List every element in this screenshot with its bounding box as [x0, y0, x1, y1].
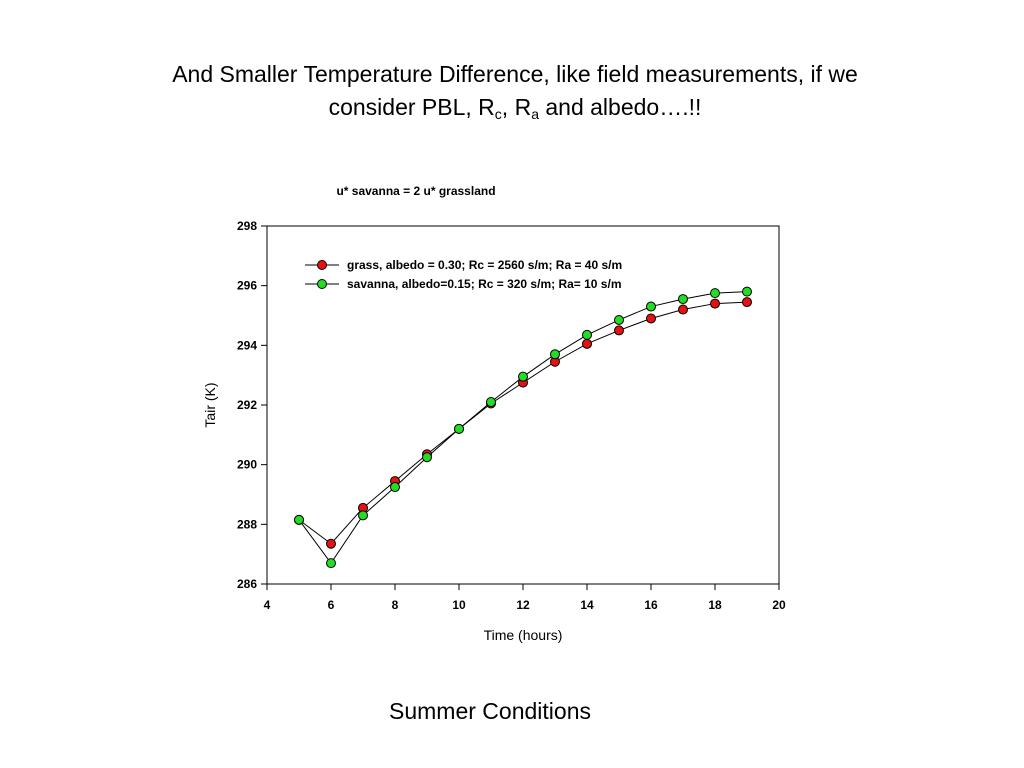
data-point-grass	[742, 297, 752, 308]
chart-title: u* savanna = 2 u* grassland	[336, 184, 495, 198]
data-point-savanna	[614, 314, 624, 325]
x-tick-label: 10	[452, 598, 466, 612]
x-tick-label: 8	[392, 598, 399, 612]
data-point-savanna	[326, 558, 336, 569]
data-point-grass	[614, 325, 624, 336]
x-tick-label: 18	[708, 598, 722, 612]
x-tick-label: 16	[644, 598, 658, 612]
y-tick-label: 296	[237, 279, 257, 293]
y-tick-label: 294	[237, 338, 257, 352]
subscript-a: a	[531, 106, 539, 122]
y-tick-label: 286	[237, 577, 257, 591]
y-axis: 286 288 290 292 294 296 298	[237, 219, 267, 591]
data-point-savanna	[486, 397, 496, 408]
data-point-savanna	[742, 286, 752, 297]
data-point-grass	[710, 298, 720, 309]
data-point-grass	[582, 338, 592, 349]
data-point-savanna	[710, 288, 720, 299]
data-point-savanna	[454, 423, 464, 434]
data-point-grass	[646, 313, 656, 324]
series-line-savanna	[298, 291, 748, 564]
slide-title-line2-pre: consider PBL, R	[328, 94, 495, 120]
legend-label: grass, albedo = 0.30; Rc = 2560 s/m; Ra …	[347, 258, 622, 272]
legend-label: savanna, albedo=0.15; Rc = 320 s/m; Ra= …	[347, 277, 621, 291]
data-point-savanna	[518, 371, 528, 382]
legend-marker	[317, 260, 327, 270]
subscript-c: c	[494, 106, 502, 122]
x-axis-label: Time (hours)	[484, 627, 563, 643]
data-point-savanna	[582, 329, 592, 340]
data-point-savanna	[390, 482, 400, 493]
x-tick-label: 14	[580, 598, 594, 612]
legend: grass, albedo = 0.30; Rc = 2560 s/m; Ra …	[305, 258, 622, 291]
y-tick-label: 288	[237, 517, 257, 531]
legend-marker	[317, 279, 327, 289]
slide-title: And Smaller Temperature Difference, like…	[60, 58, 970, 124]
data-point-grass	[326, 538, 336, 549]
slide-title-line2-mid: , R	[501, 94, 532, 120]
x-tick-label: 20	[772, 598, 786, 612]
y-tick-label: 298	[237, 219, 257, 233]
series-layer	[294, 286, 752, 569]
data-point-savanna	[358, 510, 368, 521]
x-tick-label: 6	[328, 598, 335, 612]
y-axis-label: Tair (K)	[202, 382, 218, 427]
y-tick-label: 290	[237, 458, 257, 472]
slide-title-line1: And Smaller Temperature Difference, like…	[172, 61, 858, 87]
footer-caption: Summer Conditions	[389, 698, 591, 724]
data-point-savanna	[678, 294, 688, 305]
data-point-savanna	[550, 349, 560, 360]
data-point-grass	[678, 304, 688, 315]
data-point-savanna	[294, 514, 304, 525]
y-tick-label: 292	[237, 398, 257, 412]
x-tick-label: 12	[516, 598, 530, 612]
data-point-savanna	[422, 452, 432, 463]
x-axis: 4 6 8 10 12 14 16 18 20	[264, 584, 786, 612]
x-tick-label: 4	[264, 598, 271, 612]
data-point-savanna	[646, 301, 656, 312]
slide-title-line2-post: and albedo….!!	[538, 94, 702, 120]
